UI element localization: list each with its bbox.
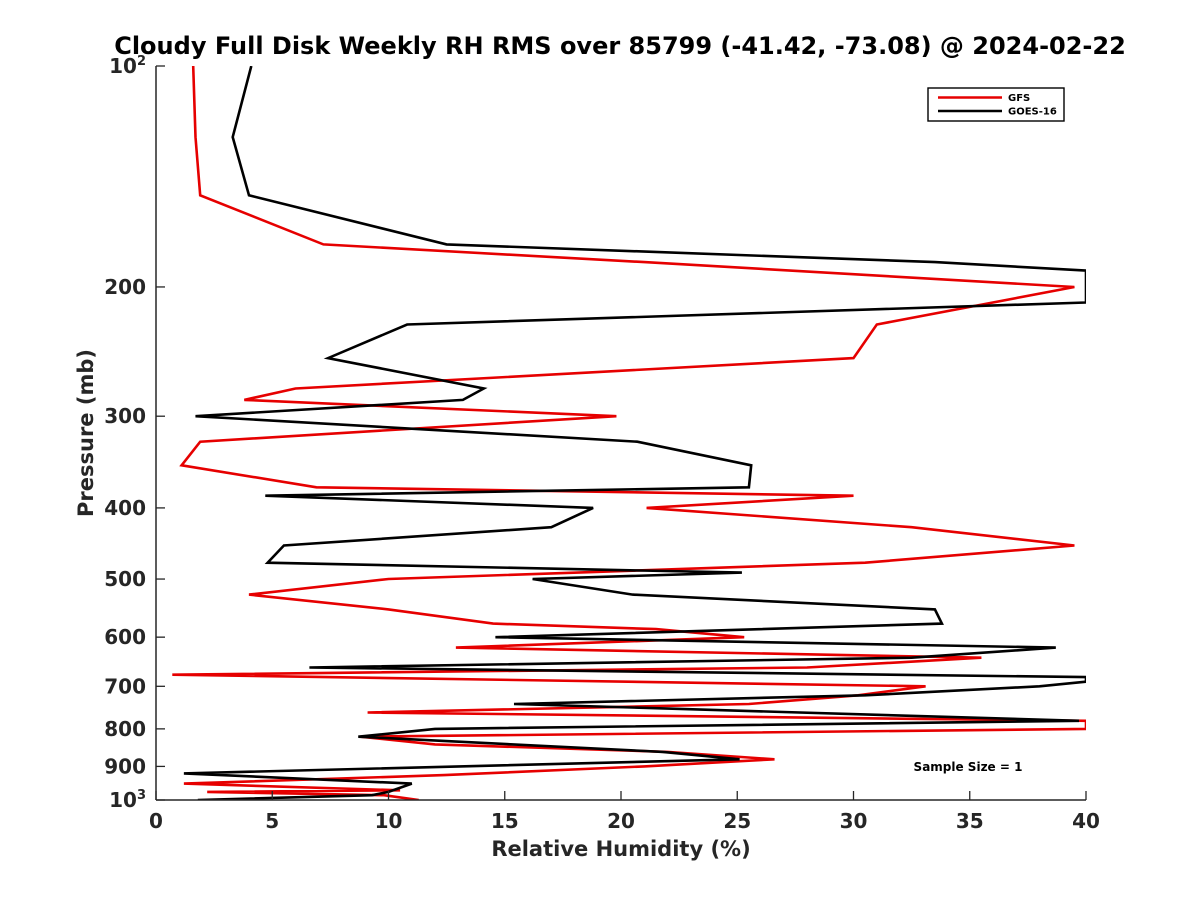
- x-tick-label: 10: [375, 809, 403, 833]
- y-tick-label: 103: [109, 788, 146, 812]
- y-tick-label: 800: [104, 717, 146, 741]
- legend-label-gfs: GFS: [1008, 93, 1030, 104]
- chart-title: Cloudy Full Disk Weekly RH RMS over 8579…: [114, 32, 1126, 60]
- y-tick-label: 200: [104, 275, 146, 299]
- y-axis-label: Pressure (mb): [74, 349, 98, 517]
- y-tick-label: 700: [104, 674, 146, 698]
- y-tick-label: 400: [104, 496, 146, 520]
- ticks-layer: 0 5 10 15 20 25 30 35 40 102 200 300 400 500 600 700 800…: [104, 54, 1100, 833]
- sample-size-annotation: Sample Size = 1: [914, 760, 1023, 774]
- legend-box: [927, 87, 1065, 122]
- x-tick-label: 0: [149, 809, 163, 833]
- x-tick-label: 40: [1072, 809, 1100, 833]
- series-line-gfs: [172, 66, 1086, 800]
- series-layer: [172, 66, 1086, 800]
- x-tick-label: 25: [723, 809, 751, 833]
- y-tick-label: 900: [104, 754, 146, 778]
- x-tick-label: 20: [607, 809, 635, 833]
- y-tick-label: 102: [109, 54, 146, 78]
- x-tick-label: 15: [491, 809, 519, 833]
- y-tick-label: 300: [104, 404, 146, 428]
- y-tick-label: 500: [104, 567, 146, 591]
- series-line-goes16: [183, 66, 1086, 800]
- legend: GFS GOES-16: [927, 87, 1065, 122]
- x-tick-label: 5: [265, 809, 279, 833]
- x-axis-label: Relative Humidity (%): [491, 837, 750, 861]
- x-tick-label: 35: [956, 809, 984, 833]
- legend-label-goes16: GOES-16: [1008, 107, 1057, 118]
- x-tick-label: 30: [840, 809, 868, 833]
- y-tick-label: 600: [104, 625, 146, 649]
